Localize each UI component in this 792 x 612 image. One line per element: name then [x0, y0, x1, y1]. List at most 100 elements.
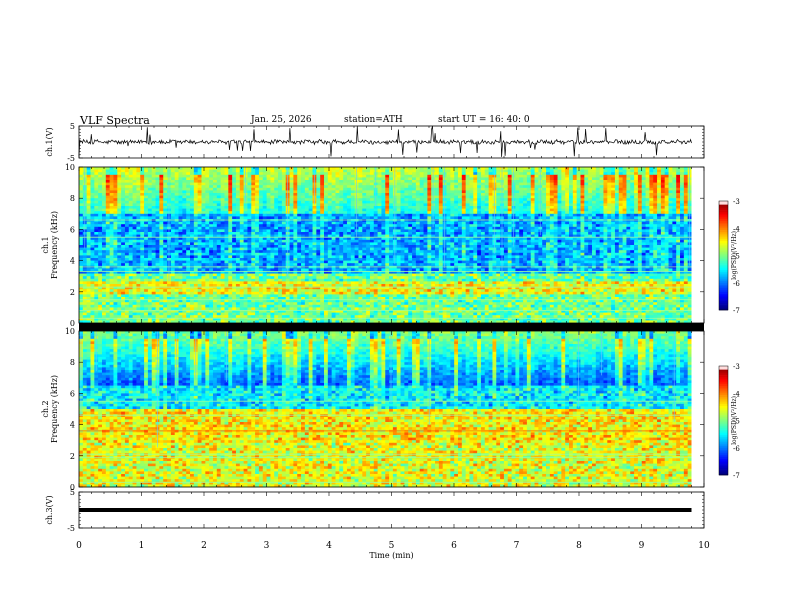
psd-cell [595, 216, 601, 220]
psd-cell [584, 187, 589, 191]
psd-cell [507, 216, 512, 220]
psd-cell [634, 208, 639, 212]
psd-cell [174, 213, 179, 217]
psd-cell [423, 172, 428, 176]
psd-cell [331, 216, 336, 220]
psd-cell [235, 234, 241, 238]
psd-cell [477, 237, 482, 241]
psd-cell [201, 237, 206, 241]
psd-cell [163, 190, 168, 194]
psd-cell [266, 193, 271, 196]
psd-cell [147, 224, 153, 228]
psd-cell [274, 213, 279, 217]
psd-cell [266, 221, 271, 225]
psd-cell [235, 221, 241, 225]
psd-cell [519, 169, 524, 173]
psd-cell [454, 237, 459, 241]
psd-cell [243, 213, 248, 217]
psd-cell [201, 198, 206, 202]
psd-cell [98, 182, 103, 186]
psd-cell [136, 245, 141, 248]
psd-cell [297, 182, 302, 186]
psd-cell [293, 239, 298, 243]
psd-cell [270, 213, 275, 217]
psd-cell [469, 242, 474, 246]
psd-cell [366, 216, 371, 220]
psd-cell [553, 203, 558, 207]
psd-cell [98, 177, 103, 181]
psd-cell [373, 234, 378, 238]
psd-cell [366, 180, 371, 183]
psd-cell [86, 187, 91, 191]
psd-cell [101, 229, 107, 233]
psd-cell [565, 221, 570, 225]
psd-cell [366, 226, 371, 230]
psd-cell [584, 226, 589, 230]
psd-cell [243, 200, 248, 204]
psd-cell [159, 174, 164, 178]
psd-cell [350, 177, 356, 181]
psd-cell [649, 177, 654, 181]
psd-cell [228, 203, 233, 207]
psd-cell [289, 234, 294, 238]
psd-cell [599, 200, 604, 204]
psd-cell [569, 193, 574, 196]
psd-cell [565, 226, 570, 230]
psd-cell [611, 226, 616, 230]
psd-cell [657, 174, 662, 178]
psd-cell [461, 187, 467, 191]
psd-cell [622, 208, 627, 212]
psd-cell [584, 216, 589, 220]
psd-cell [369, 193, 375, 196]
psd-cell [580, 185, 585, 189]
psd-cell [324, 239, 329, 243]
psd-cell [178, 234, 183, 238]
psd-cell [427, 239, 432, 243]
psd-cell [385, 208, 390, 212]
psd-cell [343, 221, 348, 225]
psd-cell [186, 237, 191, 241]
psd-cell [144, 203, 149, 207]
psd-cell [335, 232, 340, 235]
psd-cell [611, 211, 616, 215]
psd-cell [477, 200, 482, 204]
psd-cell [251, 172, 256, 176]
psd-cell [569, 213, 574, 217]
psd-cell [588, 167, 593, 170]
psd-cell [657, 234, 662, 238]
psd-cell [653, 229, 658, 233]
station-label: station=ATH [344, 115, 403, 125]
psd-cell [542, 187, 547, 191]
psd-cell [266, 211, 271, 215]
psd-cell [239, 200, 245, 204]
psd-cell [595, 239, 601, 243]
psd-cell [281, 213, 287, 217]
psd-cell [457, 226, 463, 230]
psd-cell [526, 169, 532, 173]
psd-cell [377, 182, 382, 186]
psd-cell [193, 187, 199, 191]
psd-cell [591, 203, 597, 207]
psd-cell [346, 221, 352, 225]
psd-cell [98, 232, 103, 235]
psd-cell [588, 187, 593, 191]
psd-cell [580, 177, 585, 181]
psd-cell [419, 213, 424, 217]
psd-cell [389, 182, 394, 186]
psd-cell [480, 213, 486, 217]
psd-cell [626, 229, 631, 233]
psd-cell [270, 187, 275, 191]
psd-cell [266, 172, 271, 176]
psd-cell [220, 169, 225, 173]
psd-cell [477, 221, 482, 225]
psd-cell [381, 226, 386, 230]
psd-cell [431, 229, 436, 233]
psd-cell [519, 177, 524, 181]
psd-cell [599, 174, 604, 178]
psd-cell [90, 190, 95, 194]
psd-cell [350, 232, 356, 235]
psd-cell [124, 206, 130, 209]
psd-cell [178, 237, 183, 241]
psd-cell [147, 226, 153, 230]
psd-cell [576, 182, 581, 186]
